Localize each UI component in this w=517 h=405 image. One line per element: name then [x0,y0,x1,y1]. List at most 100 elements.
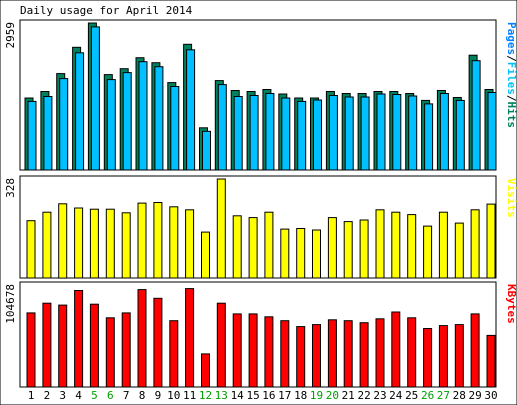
x-tick-label: 30 [484,389,497,402]
x-tick-label: 29 [468,389,481,402]
files-bar [297,100,307,171]
x-axis-labels: 1 2 3 4 5 6 7 8 9 10 11 12 13 14 15 16 17 18 19 20 21 22 23 24 2… [28,389,498,402]
visits-bar [264,211,274,279]
x-tick-label: 28 [453,389,466,402]
visits-bar [26,220,36,279]
visits-bar [423,225,433,279]
kbytes-bar [169,320,179,388]
x-tick-label: 1 [28,389,35,402]
panel-frame [19,281,497,388]
visits-bar [486,203,496,279]
x-tick-label: 7 [123,389,130,402]
x-tick-label: 8 [139,389,146,402]
files-bar [27,100,37,171]
legend-item-files: Files [505,62,517,95]
kbytes-bar [280,320,290,388]
x-tick-label: 4 [75,389,82,402]
legend-item-visits: Visits [505,178,517,218]
files-bar [75,52,85,171]
files-bar [328,95,338,171]
kbytes-bar [121,312,131,388]
files-bar [392,94,402,171]
visits-panel: 328 Visits [4,175,517,279]
visits-bar [74,207,84,279]
legend: KBytes [505,284,517,324]
files-bar [265,93,275,171]
visits-bar [327,217,337,279]
visits-bar [296,228,306,279]
x-tick-label: 25 [405,389,418,402]
kbytes-panel: 104678 KBytes [4,281,517,388]
kbytes-bar [232,313,242,388]
legend: Visits [505,178,517,218]
kbytes-bar [327,319,337,388]
legend-item-kbytes: KBytes [505,284,517,324]
files-bar [249,95,259,171]
visits-bar [343,221,353,279]
visits-bar [391,211,401,279]
files-bar [106,79,116,171]
kbytes-bar [375,318,385,388]
kbytes-bar [137,289,147,388]
visits-bar [169,206,179,279]
visits-bar [470,209,480,279]
visits-bar [232,215,242,279]
files-bar [455,99,465,171]
x-tick-label: 21 [342,389,355,402]
files-bar [344,96,354,171]
legend-item-hits: Hits [505,102,517,129]
kbytes-bar [343,320,353,388]
visits-bar [280,228,290,279]
visits-bar [359,219,369,279]
kbytes-bar [359,322,369,388]
files-bar [408,95,418,171]
visits-bar [201,231,210,279]
files-bar [233,96,243,171]
files-bar [90,26,100,171]
x-tick-label: 22 [357,389,370,402]
x-tick-label: 9 [155,389,162,402]
kbytes-bar [438,325,448,388]
visits-bar [89,208,99,279]
files-bar [424,103,434,171]
files-bar [170,86,180,171]
x-tick-label: 20 [326,389,339,402]
x-tick-label: 26 [421,389,434,402]
visits-bar [375,209,385,279]
chart-title: Daily usage for April 2014 [20,4,193,17]
x-tick-label: 12 [199,389,212,402]
kbytes-bar [216,302,226,388]
files-bar [487,92,497,171]
y-max-label: 104678 [4,284,17,324]
x-tick-label: 14 [231,389,245,402]
kbytes-bar [391,311,401,388]
files-bar [122,72,132,171]
visits-bar [454,222,464,279]
visits-bar [105,208,115,279]
visits-bar [153,202,163,279]
y-max-label: 2959 [4,22,17,49]
visits-bar [137,202,147,279]
kbytes-bar [89,303,99,388]
legend: Pages/Files/Hits [505,22,517,128]
visits-bar [216,178,226,279]
x-tick-label: 27 [437,389,450,402]
visits-bar [185,209,195,279]
files-bar [313,99,322,171]
files-bar [59,78,69,171]
panel-frame [19,175,497,279]
legend-separator: / [505,95,517,102]
x-tick-label: 3 [59,389,66,402]
kbytes-bar [296,326,306,388]
files-bar [138,61,148,171]
legend-item-pages: Pages [505,22,517,55]
x-tick-label: 23 [373,389,386,402]
x-tick-label: 19 [310,389,323,402]
kbytes-bar [454,324,464,388]
visits-bar [42,211,52,279]
kbytes-bar [423,328,433,388]
files-bar [439,93,449,171]
x-tick-label: 18 [294,389,307,402]
kbytes-bar [248,313,258,388]
files-bar [471,60,481,171]
